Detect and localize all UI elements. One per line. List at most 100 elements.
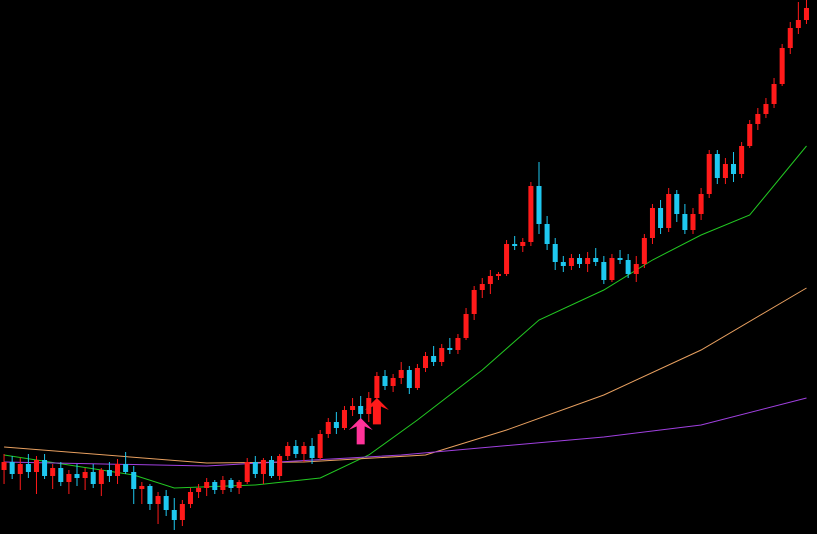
candle-body — [42, 460, 48, 476]
candle-body — [682, 214, 688, 230]
candle-body — [536, 186, 542, 224]
candle-body — [382, 376, 388, 386]
candle-body — [390, 378, 396, 386]
candle-body — [82, 472, 88, 478]
candle-body — [625, 260, 631, 274]
candle-body — [131, 472, 137, 489]
candle-body — [147, 486, 153, 504]
candle-body — [755, 114, 761, 124]
candle-body — [706, 154, 712, 194]
candle-body — [479, 284, 485, 290]
candle-body — [406, 370, 412, 388]
candle-body — [163, 496, 169, 510]
candle-body — [66, 474, 72, 482]
candle-body — [423, 356, 429, 368]
candle-body — [244, 462, 250, 482]
candle-body — [309, 446, 315, 458]
signal-arrow — [364, 398, 389, 425]
candle-body — [585, 258, 591, 264]
candle-body — [617, 258, 623, 260]
candle-body — [58, 468, 64, 482]
candle-body — [50, 468, 56, 476]
candle-body — [139, 486, 145, 489]
candle-body — [17, 464, 23, 474]
candle-body — [123, 464, 129, 472]
candle-body — [179, 504, 185, 520]
average-line — [4, 397, 807, 467]
candle-body — [269, 460, 275, 476]
candle-body — [317, 434, 323, 458]
candle-body — [293, 446, 299, 454]
candle-body — [277, 456, 283, 476]
candle-body — [666, 194, 672, 228]
candle-body — [90, 472, 96, 484]
candle-body — [593, 258, 599, 262]
candle-body — [747, 124, 753, 146]
candle-body — [568, 258, 574, 266]
candle-body — [1, 462, 7, 470]
candle-body — [155, 496, 161, 504]
candle-body — [333, 422, 339, 428]
candle-body — [366, 398, 372, 414]
candle-body — [358, 406, 364, 414]
candle-body — [649, 208, 655, 238]
average-line — [4, 145, 807, 489]
candle-body — [220, 480, 226, 490]
candle-body — [204, 482, 210, 488]
candle-body — [463, 314, 469, 338]
candle-body — [325, 422, 331, 434]
candle-body — [803, 8, 809, 20]
candle-body — [779, 48, 785, 84]
candle-body — [560, 262, 566, 266]
candle-body — [722, 164, 728, 178]
candle-body — [528, 186, 534, 242]
candle-body — [236, 482, 242, 488]
candle-body — [739, 146, 745, 174]
candle-body — [698, 194, 704, 214]
candle-body — [504, 244, 510, 274]
candle-body — [260, 460, 266, 474]
candle-body — [25, 464, 31, 472]
candle-body — [212, 482, 218, 490]
candle-body — [350, 406, 356, 410]
candle-body — [658, 208, 664, 228]
candle-body — [455, 338, 461, 350]
candle-body — [641, 238, 647, 264]
candle-body — [795, 20, 801, 28]
candle-body — [301, 446, 307, 454]
candle-body — [171, 510, 177, 520]
candle-body — [512, 244, 518, 246]
candle-body — [74, 474, 80, 478]
candle-body — [398, 370, 404, 378]
candle-body — [731, 164, 737, 174]
candle-body — [414, 368, 420, 388]
candle-body — [487, 276, 493, 284]
candle-body — [714, 154, 720, 178]
signal-arrow — [348, 418, 373, 445]
candle-body — [544, 224, 550, 244]
candle-body — [9, 462, 15, 474]
candle-body — [674, 194, 680, 214]
candle-body — [763, 104, 769, 114]
candle-body — [633, 264, 639, 274]
candle-body — [187, 492, 193, 504]
candle-body — [252, 462, 258, 474]
candle-body — [228, 480, 234, 488]
candle-body — [33, 460, 39, 472]
candle-body — [447, 348, 453, 350]
candle-body — [577, 258, 583, 264]
candle-body — [552, 244, 558, 262]
candle-body — [771, 84, 777, 104]
candle-body — [520, 242, 526, 246]
candle-body — [285, 446, 291, 456]
candle-body — [690, 214, 696, 230]
candle-body — [601, 262, 607, 280]
candle-body — [431, 356, 437, 362]
candle-body — [106, 470, 112, 476]
candle-body — [98, 470, 104, 484]
candle-body — [787, 28, 793, 48]
candle-body — [495, 274, 501, 276]
candle-body — [196, 488, 202, 492]
